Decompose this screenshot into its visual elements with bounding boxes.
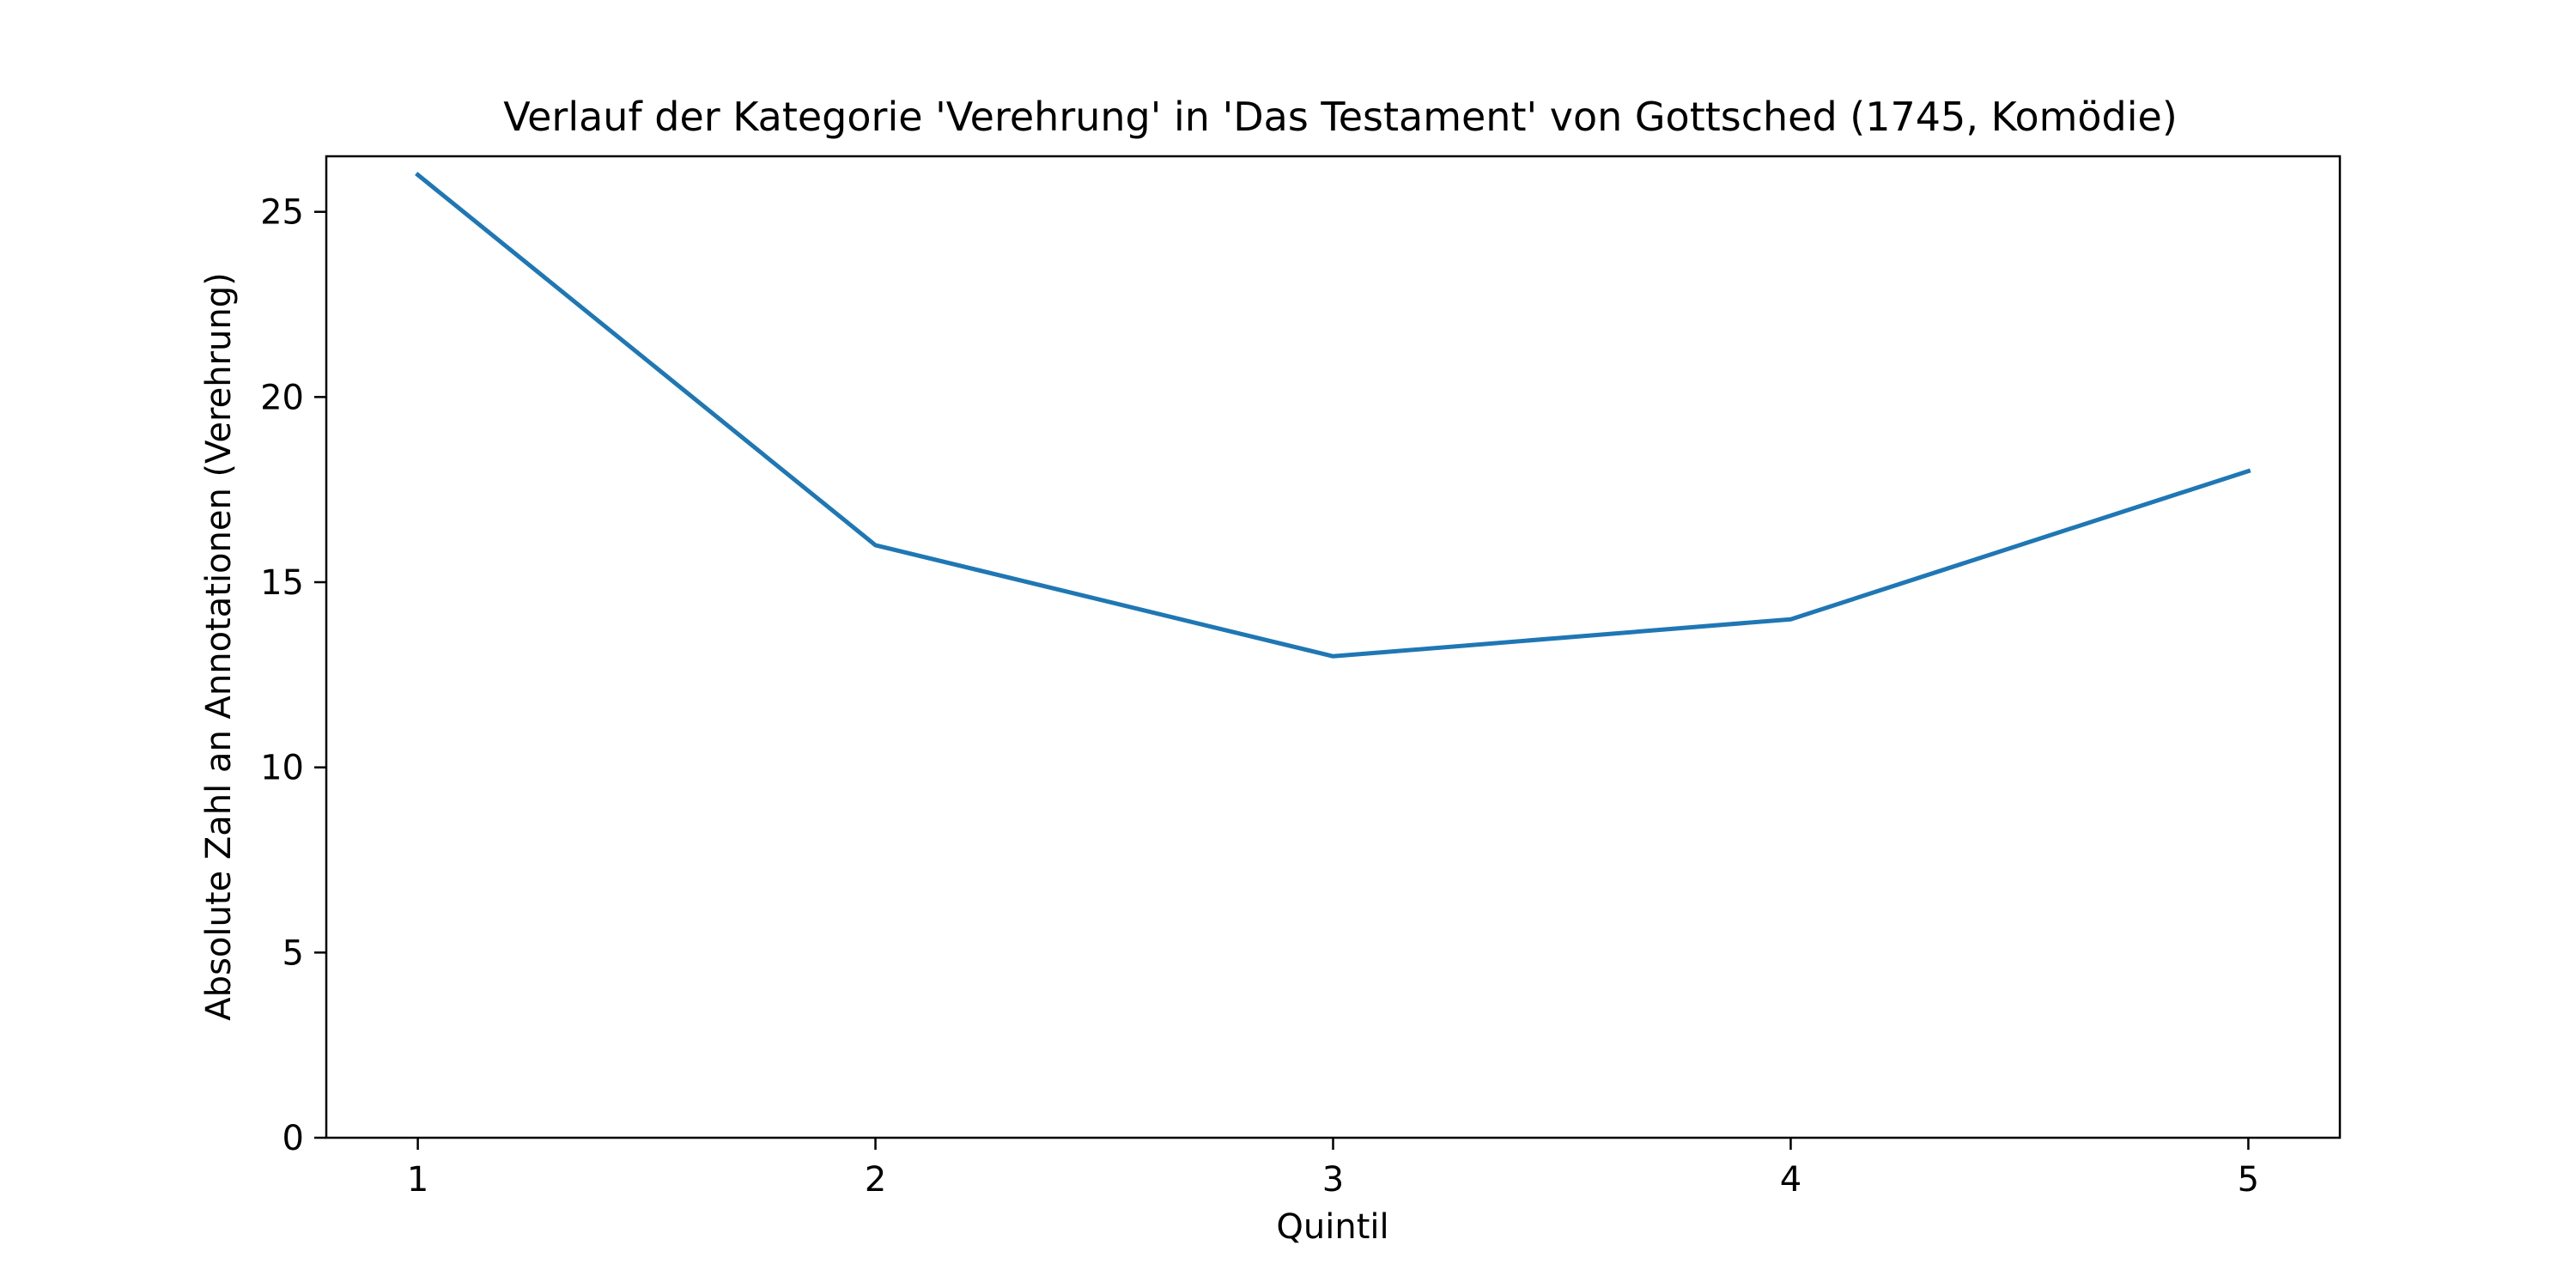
- y-axis-label: Absolute Zahl an Annotationen (Verehrung…: [199, 272, 239, 1020]
- x-axis-label: Quintil: [1276, 1207, 1388, 1247]
- y-tick-label: 0: [283, 1119, 304, 1158]
- x-axis-ticks: 1 2 3 4 5: [407, 1138, 2259, 1200]
- y-tick-label: 5: [283, 933, 304, 973]
- x-tick-label: 2: [865, 1160, 886, 1200]
- x-tick-label: 3: [1322, 1160, 1344, 1200]
- x-tick-label: 5: [2238, 1160, 2259, 1200]
- x-tick-label: 4: [1780, 1160, 1801, 1200]
- x-tick-label: 1: [407, 1160, 428, 1200]
- y-tick-label: 10: [260, 749, 304, 788]
- chart-title: Verlauf der Kategorie 'Verehrung' in 'Da…: [503, 94, 2178, 140]
- y-tick-label: 15: [260, 563, 304, 603]
- y-tick-label: 20: [260, 378, 304, 417]
- series-layer: [415, 172, 2251, 659]
- y-tick-label: 25: [260, 193, 304, 233]
- y-axis-ticks: 0 5 10 15 20 25: [260, 193, 326, 1158]
